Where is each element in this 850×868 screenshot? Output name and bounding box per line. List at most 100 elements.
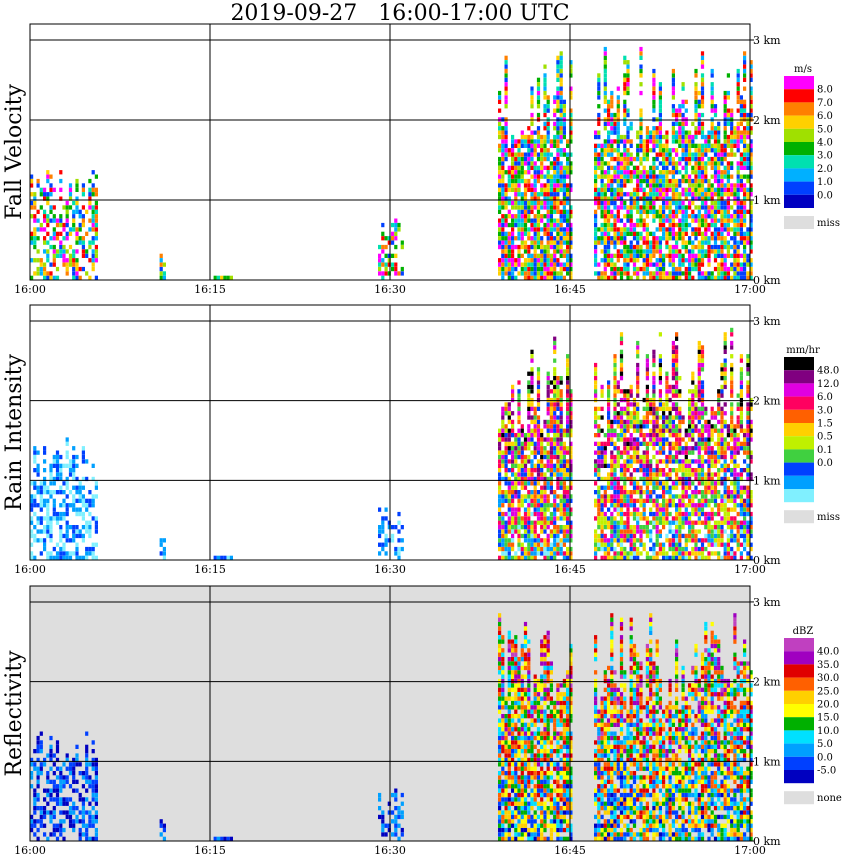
colorbar-label: 6.0 <box>817 392 833 403</box>
colorbar-swatch <box>784 102 814 116</box>
panel-2: 16:00 16:15 16:30 16:45 17:000 km 1 km 2 km 3 k… <box>2 304 840 576</box>
colorbar-swatch <box>784 383 814 397</box>
chart-title: 2019-09-27 16:00-17:00 UTC <box>230 1 570 26</box>
x-tick-label: 17:00 <box>734 563 766 576</box>
colorbar-swatch <box>784 89 814 103</box>
colorbar-unit: mm/hr <box>786 345 820 356</box>
panel-ylabel: Rain Intensity <box>2 353 27 510</box>
x-tick-label: 17:00 <box>734 283 766 296</box>
x-tick-label: 16:30 <box>374 563 406 576</box>
plot-frame <box>29 304 751 561</box>
colorbar-label: 0.5 <box>817 432 833 443</box>
colorbar-swatch <box>784 730 814 744</box>
colorbar-swatch <box>784 181 814 195</box>
x-tick-label: 16:00 <box>14 283 46 296</box>
colorbar-label: 1.0 <box>817 177 833 188</box>
colorbar-swatch <box>784 717 814 731</box>
colorbar-unit: m/s <box>794 64 812 75</box>
echo-cells <box>30 613 753 841</box>
colorbar-swatch <box>784 664 814 678</box>
panel-ylabel: Fall Velocity <box>2 84 27 220</box>
y-tick-label: 3 km <box>753 315 781 328</box>
y-tick-label: 1 km <box>753 474 781 487</box>
colorbar-label: 48.0 <box>817 366 839 377</box>
colorbar-label: 40.0 <box>817 647 839 658</box>
colorbar-label: 5.0 <box>817 739 833 750</box>
y-tick-label: 2 km <box>753 676 781 689</box>
colorbar-label: 7.0 <box>817 98 833 109</box>
panel-ylabel: Reflectivity <box>2 650 27 777</box>
colorbar-missing-label: miss <box>817 512 840 523</box>
colorbar-swatch <box>784 690 814 704</box>
x-tick-label: 16:00 <box>14 844 46 857</box>
colorbar-label: 12.0 <box>817 379 839 390</box>
colorbar-swatch <box>784 436 814 450</box>
x-tick-label: 16:45 <box>554 563 586 576</box>
colorbar-swatch <box>784 76 814 90</box>
colorbar-swatch <box>784 475 814 489</box>
colorbar-swatch <box>784 155 814 169</box>
x-tick-label: 16:15 <box>194 283 226 296</box>
colorbar-label: 0.0 <box>817 752 833 763</box>
y-tick-label: 1 km <box>753 755 781 768</box>
colorbar-missing-swatch <box>784 216 814 229</box>
colorbar-missing-swatch <box>784 510 814 524</box>
x-tick-label: 16:30 <box>374 844 406 857</box>
colorbar-label: 0.0 <box>817 458 833 469</box>
plot-frame <box>29 585 751 842</box>
panel-3: 16:00 16:15 16:30 16:45 17:000 km 1 km 2 km 3 k… <box>2 585 842 857</box>
plot-frame <box>29 23 751 281</box>
colorbar-swatch <box>784 128 814 142</box>
colorbar-swatch <box>784 142 814 156</box>
x-tick-label: 16:45 <box>554 844 586 857</box>
colorbar-swatch <box>784 638 814 652</box>
x-tick-label: 16:15 <box>194 844 226 857</box>
echo-cells <box>30 327 753 560</box>
colorbar-swatch <box>784 168 814 182</box>
colorbar-swatch <box>784 462 814 476</box>
colorbar-swatch <box>784 770 814 784</box>
colorbar-swatch <box>784 370 814 384</box>
colorbar-swatch <box>784 115 814 129</box>
y-tick-label: 2 km <box>753 395 781 408</box>
colorbar-label: 1.5 <box>817 419 833 430</box>
colorbar-label: 30.0 <box>817 673 839 684</box>
colorbar-label: 5.0 <box>817 124 833 135</box>
y-tick-label: 3 km <box>753 34 781 47</box>
colorbar-swatch <box>784 677 814 691</box>
colorbar-label: 0.0 <box>817 190 833 201</box>
y-tick-label: 2 km <box>753 114 781 127</box>
x-tick-label: 16:15 <box>194 563 226 576</box>
x-tick-label: 17:00 <box>734 844 766 857</box>
x-tick-label: 16:00 <box>14 563 46 576</box>
colorbar-label: 0.1 <box>817 445 833 456</box>
y-tick-label: 1 km <box>753 194 781 207</box>
colorbar-label: 3.0 <box>817 405 833 416</box>
colorbar: m/s 8.0 7.0 6.0 5.0 4.0 3.0 2.0 1.0 0.0 miss <box>784 64 840 229</box>
colorbar-missing-label: none <box>817 793 842 804</box>
colorbar-swatch <box>784 489 814 503</box>
colorbar-label: 20.0 <box>817 700 839 711</box>
colorbar-swatch <box>784 704 814 718</box>
colorbar-swatch <box>784 423 814 437</box>
colorbar-label: -5.0 <box>817 766 836 777</box>
colorbar: mm/hr 48.0 12.0 6.0 3.0 1.5 0.5 0.1 0.0 miss <box>784 345 840 524</box>
colorbar-swatch <box>784 743 814 757</box>
x-tick-label: 16:30 <box>374 283 406 296</box>
colorbar-missing-label: miss <box>817 218 840 229</box>
colorbar-swatch <box>784 409 814 423</box>
colorbar-label: 6.0 <box>817 111 833 122</box>
colorbar-label: 8.0 <box>817 85 833 96</box>
colorbar-label: 15.0 <box>817 713 839 724</box>
colorbar-label: 35.0 <box>817 660 839 671</box>
colorbar-label: 10.0 <box>817 726 839 737</box>
colorbar-label: 25.0 <box>817 686 839 697</box>
colorbar-swatch <box>784 396 814 410</box>
colorbar-label: 3.0 <box>817 151 833 162</box>
colorbar-swatch <box>784 194 814 208</box>
y-tick-label: 3 km <box>753 596 781 609</box>
colorbar-swatch <box>784 357 814 371</box>
panel-1: 16:00 16:15 16:30 16:45 17:000 km 1 km 2 km 3 k… <box>2 23 840 296</box>
